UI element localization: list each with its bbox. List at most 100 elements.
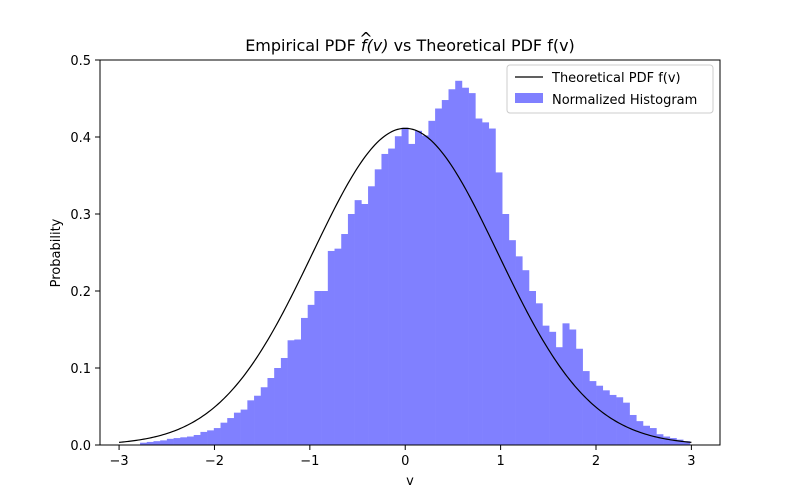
histogram-bar [562,323,570,445]
histogram-bar [636,421,644,445]
histogram-bar [361,203,369,445]
histogram-bar [542,325,550,445]
histogram-bar [482,122,490,446]
histogram-bar [374,169,382,445]
histogram-bar [394,136,402,446]
histogram-bars [140,80,691,446]
x-tick-label: −1 [300,454,319,469]
histogram-bar [435,108,443,445]
title-suffix: vs Theoretical PDF f(v) [389,36,575,55]
chart-title: Empirical PDF f(v) vs Theoretical PDF f(… [245,36,575,55]
histogram-bar [495,172,503,446]
legend-label-theoretical: Theoretical PDF f(v) [551,71,681,86]
y-tick-label: 0.4 [70,131,91,146]
histogram-bar [193,434,201,445]
histogram-bar [233,412,241,445]
legend-box [506,64,714,114]
y-axis: 0.0 0.1 0.2 0.3 0.4 0.5 [70,54,100,454]
histogram-bar [683,441,691,445]
histogram-bar [314,291,322,445]
histogram-bar [274,368,282,445]
histogram-bar [408,143,416,445]
histogram-bar [227,418,235,445]
histogram-bar [515,256,523,445]
x-tick-label: −3 [109,454,128,469]
histogram-bar [669,438,677,445]
y-tick-label: 0.5 [70,54,91,69]
x-tick-label: 1 [496,454,504,469]
histogram-bar [220,422,228,445]
title-func: f [361,36,369,55]
y-tick-label: 0.1 [70,362,91,377]
histogram-bar [321,291,329,445]
histogram-bar [475,118,483,446]
histogram-bar [294,339,302,445]
histogram-bar [260,387,268,445]
histogram-bar [280,357,288,445]
histogram-bar [528,291,536,445]
legend-label-histogram: Normalized Histogram [552,93,697,108]
histogram-bar [461,87,469,445]
histogram-bar [589,381,597,445]
x-tick-label: 2 [592,454,600,469]
histogram-bar [421,135,429,445]
histogram-bar [140,442,148,445]
histogram-bar [428,120,436,445]
x-tick-label: 0 [401,454,409,469]
histogram-bar [441,100,449,445]
y-tick-label: 0.2 [70,285,91,300]
histogram-bar [153,441,161,445]
histogram-bar [213,428,221,445]
histogram-bar [287,340,295,445]
y-tick-label: 0.0 [70,439,91,454]
title-args: (v) [367,36,389,55]
legend-bar-swatch [515,93,543,103]
histogram-bar [414,130,422,445]
histogram-bar [166,438,174,445]
x-axis-label: v [406,474,414,489]
histogram-bar [388,148,396,446]
histogram-bar [663,436,671,445]
histogram-bar [676,439,684,445]
x-tick-label: −2 [205,454,224,469]
histogram-bar [207,430,215,445]
histogram-bar [455,80,463,445]
histogram-bar [448,89,456,445]
histogram-bar [247,400,255,445]
histogram-bar [522,270,530,445]
histogram-bar [254,395,262,445]
plot-frame [99,59,721,446]
title-prefix: Empirical PDF [245,36,361,55]
histogram-bar [616,397,624,445]
y-tick-label: 0.3 [70,208,91,223]
histogram-bar [575,348,583,445]
histogram-bar [642,425,650,445]
histogram-bar [300,317,308,445]
histogram-bar [401,127,409,445]
histogram-bar [354,200,362,445]
histogram-bar [656,434,664,445]
histogram-bar [200,431,208,445]
histogram-bar [488,128,496,445]
histogram-bar [180,437,188,445]
y-axis-label: Probability [49,218,64,287]
histogram-bar [502,214,510,445]
histogram-bar [341,234,349,445]
histogram-bar [307,304,315,445]
histogram-bar [569,329,577,445]
x-tick-label: 3 [687,454,695,469]
histogram-bar [602,390,610,445]
histogram-bar [596,385,604,445]
histogram-bar [549,331,557,445]
histogram-bar [267,378,275,445]
histogram-bar [173,438,181,445]
histogram-bar [187,436,195,445]
histogram-bar [160,440,168,445]
histogram-bar [508,240,516,445]
title-hat-mark: ^ [359,29,372,48]
histogram-bar [334,248,342,445]
x-axis: −3 −2 −1 0 1 2 3 [109,445,696,469]
histogram-bar [582,371,590,445]
legend: Theoretical PDF f(v) Normalized Histogra… [506,64,714,114]
